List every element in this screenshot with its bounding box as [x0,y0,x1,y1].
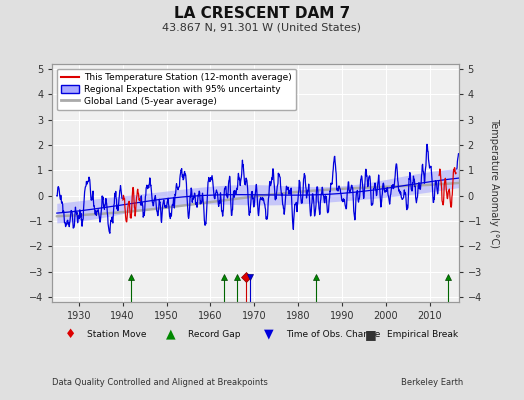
Text: Record Gap: Record Gap [189,330,241,338]
Text: 43.867 N, 91.301 W (United States): 43.867 N, 91.301 W (United States) [162,22,362,32]
Text: Empirical Break: Empirical Break [387,330,458,338]
Legend: This Temperature Station (12-month average), Regional Expectation with 95% uncer: This Temperature Station (12-month avera… [57,68,296,110]
Text: ▼: ▼ [264,328,273,340]
Text: LA CRESCENT DAM 7: LA CRESCENT DAM 7 [174,6,350,21]
Text: Time of Obs. Change: Time of Obs. Change [286,330,380,338]
Text: Station Move: Station Move [87,330,146,338]
Text: ▲: ▲ [166,328,176,340]
Text: ■: ■ [365,328,377,340]
Text: ♦: ♦ [64,328,76,340]
Text: Berkeley Earth: Berkeley Earth [401,378,464,387]
Y-axis label: Temperature Anomaly (°C): Temperature Anomaly (°C) [488,118,498,248]
Text: Data Quality Controlled and Aligned at Breakpoints: Data Quality Controlled and Aligned at B… [52,378,268,387]
